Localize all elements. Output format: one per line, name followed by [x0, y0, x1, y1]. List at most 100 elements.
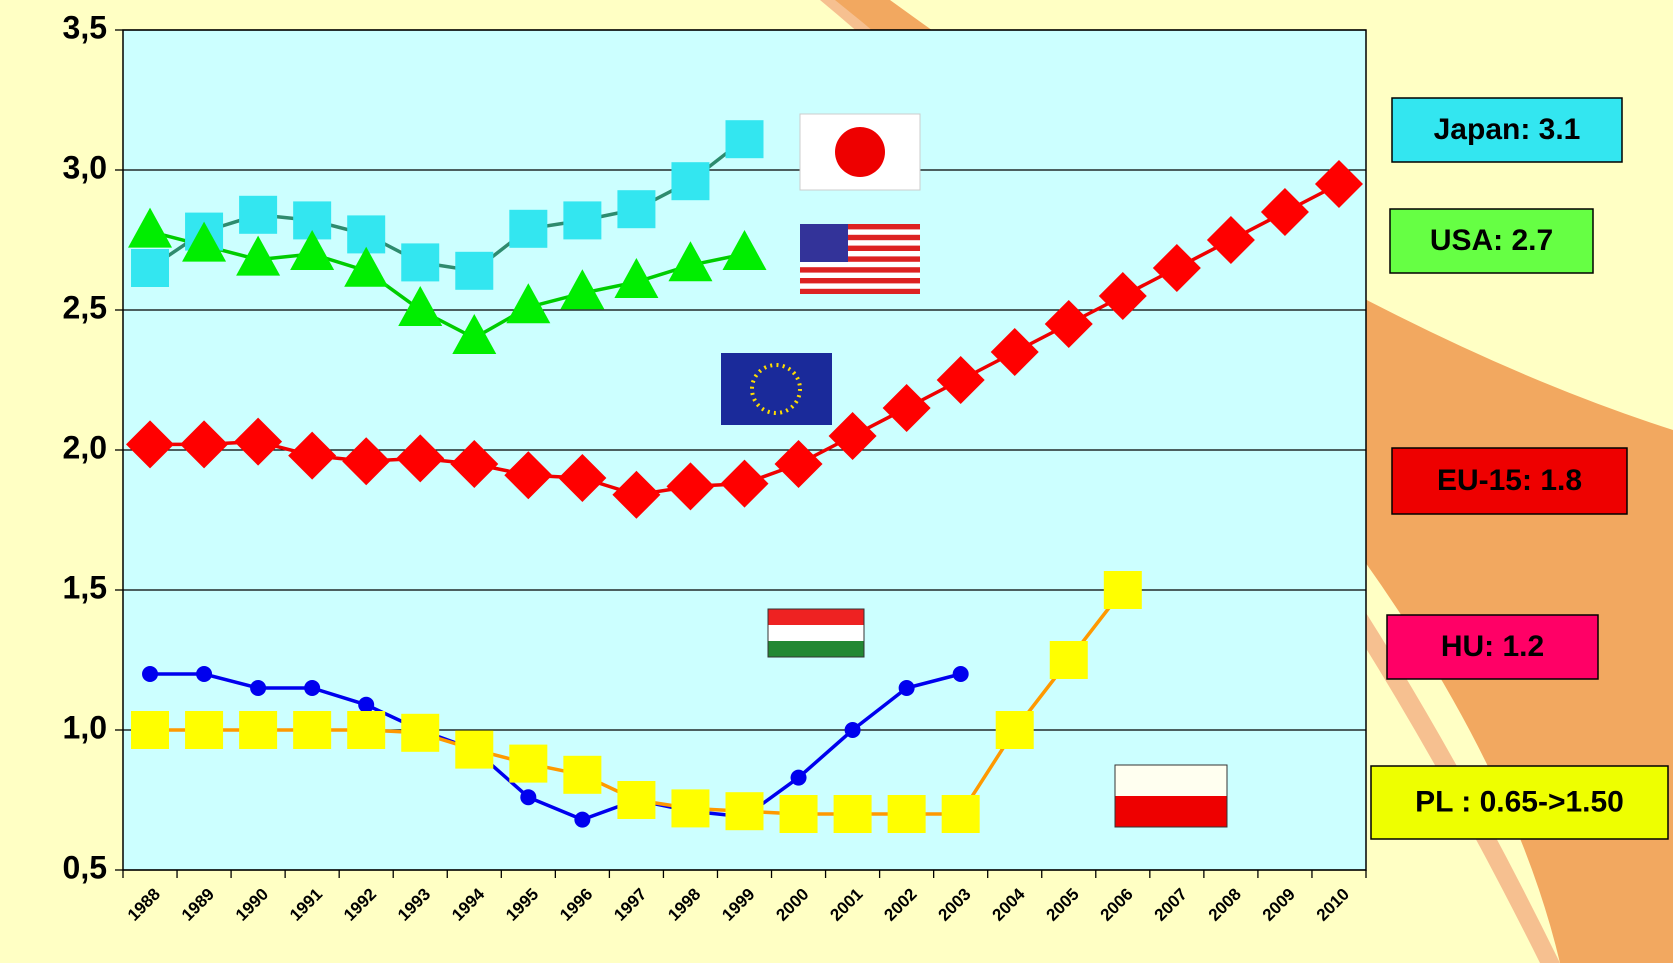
- annotation-label: PL : 0.65->1.50: [1415, 785, 1624, 818]
- flag-eu: [721, 353, 832, 425]
- flag-usa: [800, 224, 920, 294]
- diamond-marker: [504, 451, 553, 500]
- triangle-marker: [722, 230, 767, 270]
- circle-marker: [844, 722, 861, 738]
- flag-hungary: [767, 608, 865, 658]
- square-marker: [347, 711, 386, 749]
- square-marker: [509, 209, 548, 248]
- square-marker: [401, 243, 440, 282]
- y-tick-label: 1,5: [63, 569, 107, 605]
- triangle-marker: [290, 230, 335, 270]
- diamond-marker: [396, 434, 445, 483]
- square-marker: [671, 789, 710, 828]
- square-marker: [1049, 641, 1088, 679]
- circle-marker: [250, 680, 267, 696]
- circle-marker: [520, 789, 537, 806]
- square-marker: [833, 795, 872, 833]
- x-tick-label: 1999: [718, 885, 758, 925]
- triangle-marker: [398, 286, 443, 326]
- x-tick-label: 1989: [178, 885, 218, 925]
- y-tick-label: 3,0: [63, 149, 107, 185]
- diamond-marker: [1260, 188, 1309, 236]
- flags: [721, 113, 1228, 828]
- diamond-marker: [126, 420, 175, 469]
- triangle-marker: [614, 258, 659, 298]
- square-marker: [455, 251, 494, 290]
- y-tick-label: 2,0: [63, 429, 107, 465]
- diamond-marker: [1152, 244, 1201, 292]
- flag-japan: [799, 113, 921, 191]
- diamond-marker: [1314, 160, 1363, 208]
- triangle-marker: [560, 269, 605, 310]
- x-tick-label: 2009: [1259, 885, 1299, 925]
- circle-marker: [952, 666, 969, 682]
- x-tick-label: 2006: [1097, 885, 1137, 925]
- annotation-box: [1370, 765, 1669, 840]
- diamond-marker: [882, 384, 931, 432]
- diamond-marker: [720, 459, 769, 508]
- annotation-box: [1391, 97, 1623, 163]
- circle-marker: [304, 680, 321, 696]
- annotation-label: Japan: 3.1: [1434, 113, 1581, 146]
- diamond-marker: [936, 356, 985, 404]
- series-line: [150, 672, 962, 822]
- x-tick-label: 2005: [1043, 885, 1083, 925]
- square-marker: [1103, 571, 1142, 609]
- flag-poland: [1114, 764, 1228, 828]
- x-tick-label: 2010: [1313, 885, 1353, 925]
- square-marker: [725, 792, 764, 831]
- square-marker: [887, 795, 926, 833]
- y-tick-label: 0,5: [63, 849, 107, 885]
- square-marker: [617, 190, 656, 229]
- square-marker: [509, 744, 548, 783]
- diamond-marker: [1044, 300, 1093, 348]
- diamond-marker: [450, 440, 499, 488]
- square-marker: [617, 781, 656, 819]
- triangle-marker: [452, 314, 497, 354]
- square-marker: [185, 711, 224, 749]
- x-tick-label: 1997: [610, 885, 650, 925]
- x-tick-label: 2000: [772, 885, 812, 925]
- diamond-marker: [774, 440, 823, 488]
- annotation-box: [1391, 447, 1628, 515]
- square-marker: [239, 711, 278, 749]
- x-tick-label: 2008: [1205, 885, 1245, 925]
- series-markers: [126, 120, 1363, 833]
- x-tick-label: 1996: [556, 885, 596, 925]
- square-marker: [401, 713, 440, 752]
- square-marker: [455, 730, 494, 769]
- circle-marker: [898, 680, 915, 696]
- triangle-marker: [344, 246, 389, 287]
- triangle-marker: [236, 235, 281, 276]
- diamond-marker: [558, 454, 607, 502]
- circle-marker: [574, 811, 591, 828]
- annotation-box: [1389, 208, 1594, 274]
- circle-marker: [142, 666, 159, 682]
- diamond-marker: [666, 462, 715, 511]
- x-tick-label: 2002: [880, 885, 920, 925]
- diamond-marker: [234, 417, 283, 466]
- circle-marker: [790, 769, 807, 786]
- x-tick-label: 2004: [989, 884, 1030, 925]
- annotation-label: EU-15: 1.8: [1437, 464, 1582, 497]
- x-tick-label: 1990: [232, 885, 272, 925]
- diamond-marker: [612, 470, 661, 519]
- diamond-marker: [342, 437, 391, 486]
- diamond-marker: [990, 328, 1039, 376]
- square-marker: [131, 711, 170, 749]
- triangle-marker: [506, 283, 551, 324]
- x-tick-label: 1995: [502, 885, 542, 925]
- triangle-marker: [128, 207, 173, 248]
- x-tick-label: 1994: [448, 884, 489, 925]
- diamond-marker: [1098, 272, 1147, 320]
- circle-marker: [358, 696, 375, 713]
- square-marker: [995, 711, 1034, 749]
- square-marker: [941, 795, 980, 833]
- x-tick-label: 1991: [286, 885, 326, 925]
- x-tick-label: 1998: [664, 885, 704, 925]
- x-tick-label: 1992: [340, 885, 380, 925]
- y-tick-label: 1,0: [63, 709, 107, 745]
- annotation-box: [1386, 614, 1599, 680]
- x-tick-label: 1993: [394, 885, 434, 925]
